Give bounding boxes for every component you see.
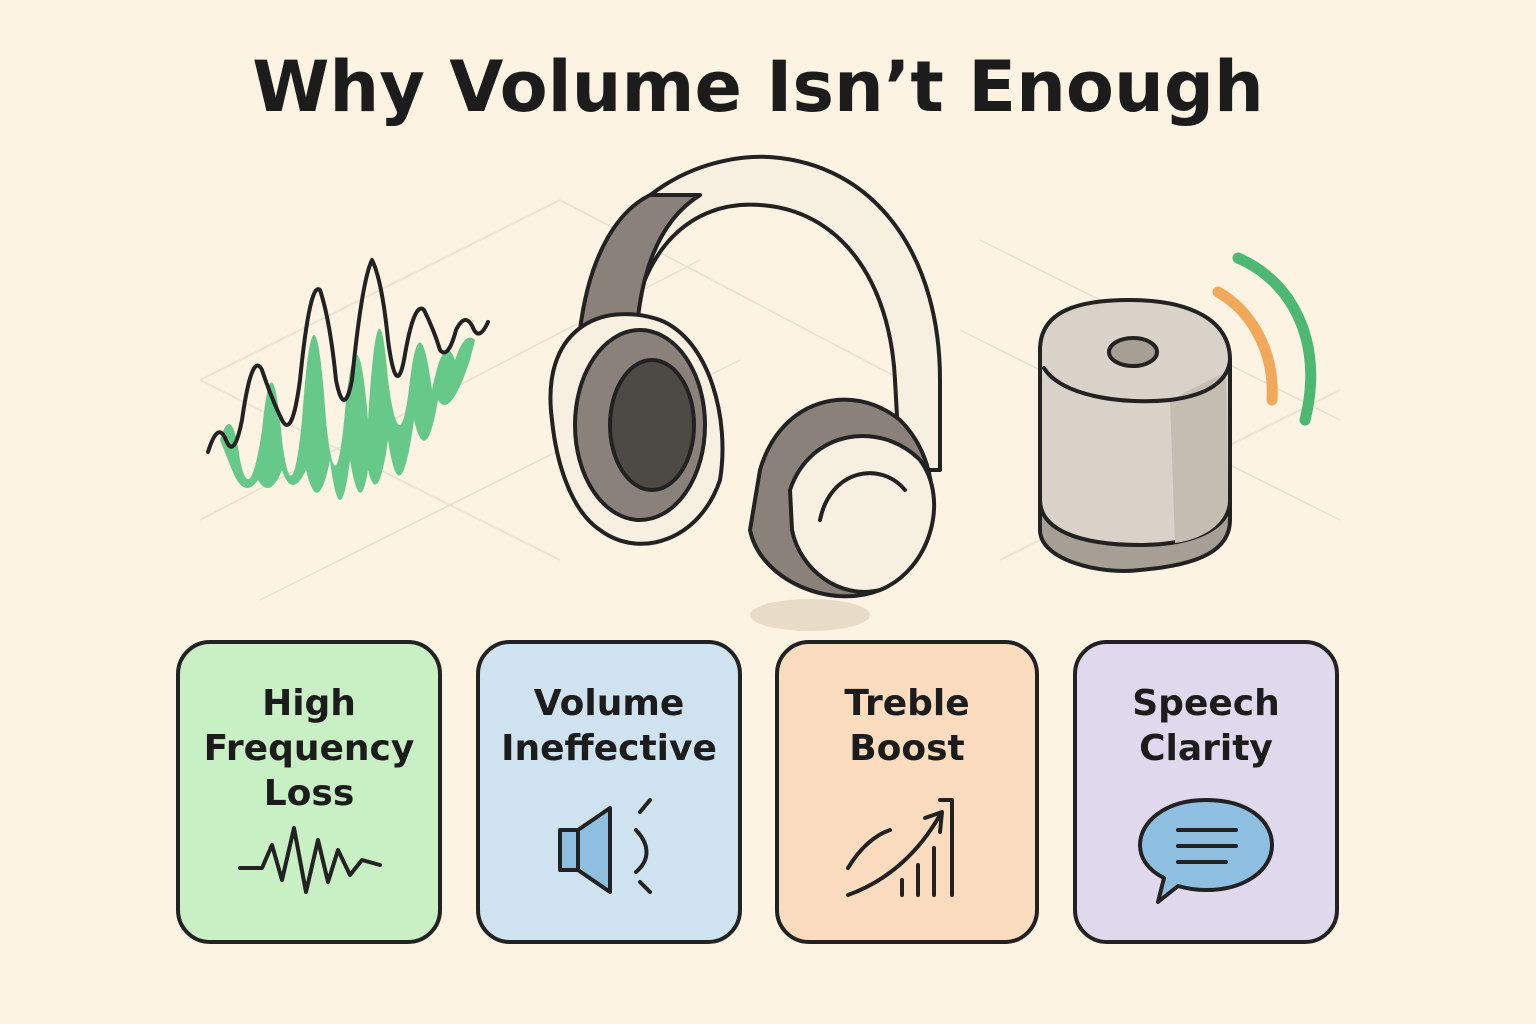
card-label: Clarity xyxy=(1139,728,1273,769)
boost-icon xyxy=(846,798,954,897)
card-label: Frequency xyxy=(204,728,415,769)
card: Speech Clarity xyxy=(1073,640,1339,944)
wave-icon xyxy=(238,826,382,894)
card-label: Boost xyxy=(849,728,965,769)
card-label: Volume xyxy=(534,683,685,724)
card: High Frequency Loss xyxy=(176,640,442,944)
headphones-illustration xyxy=(548,154,942,631)
speaker-illustration xyxy=(1038,252,1317,573)
card-label: Treble xyxy=(844,683,969,724)
card-label: Speech xyxy=(1132,683,1280,724)
speech-bubble-icon xyxy=(1138,798,1274,904)
waveform-illustration xyxy=(206,258,490,500)
speaker-icon xyxy=(558,798,652,894)
card: Volume Ineffective xyxy=(476,640,742,944)
card-label: High xyxy=(262,683,356,724)
card-box xyxy=(1073,640,1339,944)
title: Why Volume Isn’t Enough xyxy=(252,46,1264,128)
card: Treble Boost xyxy=(775,640,1039,944)
card-box xyxy=(476,640,742,944)
card-label: Loss xyxy=(264,773,355,814)
card-box xyxy=(775,640,1039,944)
card-label: Ineffective xyxy=(501,728,717,769)
